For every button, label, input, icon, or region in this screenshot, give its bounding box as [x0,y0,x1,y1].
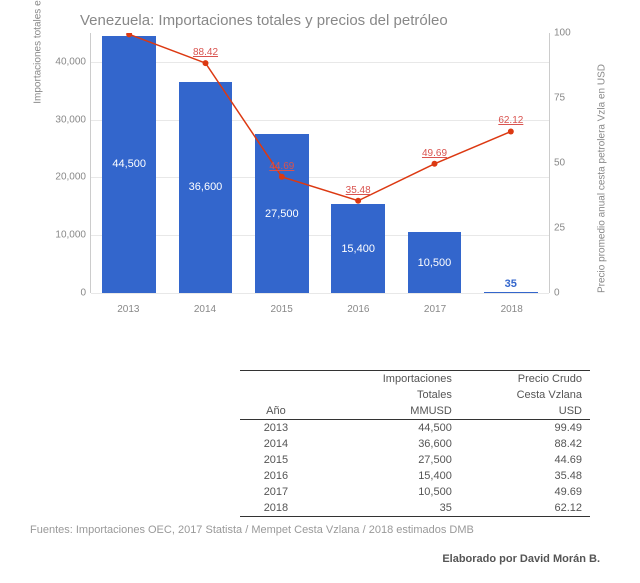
table-header-cell: USD [460,403,590,420]
bar: 15,400 [331,204,384,293]
bar-value-label: 10,500 [418,257,452,269]
table-cell: 35 [324,500,460,517]
bar-value-label: 27,500 [265,208,299,220]
table-cell: 88.42 [460,436,590,452]
table-row: 201344,50099.49 [240,420,590,437]
x-tick-label: 2013 [90,304,167,315]
table-cell: 15,400 [324,468,460,484]
table-cell: 2018 [240,500,324,517]
y-left-tick-label: 30,000 [46,114,86,125]
table-cell: 2016 [240,468,324,484]
line-value-label: 62.12 [498,115,523,126]
table-row: 201527,50044.69 [240,452,590,468]
bar-value-label: 35 [505,278,517,290]
table-cell: 2017 [240,484,324,500]
table-header-cell: Año [240,403,324,420]
bar: 44,500 [102,36,155,293]
table-header-cell: Totales [324,387,460,403]
table-cell: 2014 [240,436,324,452]
credit-text: Elaborado por David Morán B. [442,553,600,565]
table-header-cell: Cesta Vzlana [460,387,590,403]
line-value-label: 49.69 [422,148,447,159]
table-header-row: Año MMUSD USD [240,403,590,420]
bar-value-label: 44,500 [112,158,146,170]
line-value-label: 44.69 [269,161,294,172]
y-right-tick-label: 75 [554,93,579,104]
x-tick-label: 2018 [473,304,550,315]
y-right-tick-label: 25 [554,223,579,234]
table-header-cell [240,387,324,403]
sources-text: Fuentes: Importaciones OEC, 2017 Statist… [30,524,474,536]
x-tick-label: 2017 [397,304,474,315]
table-cell: 44.69 [460,452,590,468]
table-row: 20183562.12 [240,500,590,517]
data-table: Importaciones Precio Crudo Totales Cesta… [240,370,590,517]
bar: 27,500 [255,134,308,293]
plot: 010,00020,00030,00040,000025507510044,50… [90,33,550,293]
table-cell: 44,500 [324,420,460,437]
table-cell: 2013 [240,420,324,437]
y-right-tick-label: 50 [554,158,579,169]
line-value-label: 35.48 [346,185,371,196]
table-cell: 62.12 [460,500,590,517]
table-row: 201615,40035.48 [240,468,590,484]
table-header-row: Importaciones Precio Crudo [240,371,590,388]
table-header-cell [240,371,324,388]
table-cell: 10,500 [324,484,460,500]
table-cell: 2015 [240,452,324,468]
table-header-row: Totales Cesta Vzlana [240,387,590,403]
table-cell: 49.69 [460,484,590,500]
bar-value-label: 36,600 [189,181,223,193]
plot-wrap: Importaciones totales en MMUSD Precio pr… [90,33,550,313]
chart-area: Venezuela: Importaciones totales y preci… [30,12,610,342]
table-header-cell: Importaciones [324,371,460,388]
y-left-axis-label: Importaciones totales en MMUSD [33,0,44,104]
y-right-tick-label: 0 [554,288,579,299]
x-tick-label: 2015 [243,304,320,315]
y-right-axis-label: Precio promedio anual cesta petrolera Vz… [597,64,608,293]
table-cell: 27,500 [324,452,460,468]
y-left-tick-label: 10,000 [46,230,86,241]
table-row: 201436,60088.42 [240,436,590,452]
table-cell: 36,600 [324,436,460,452]
y-left-tick-label: 40,000 [46,56,86,67]
table-row: 201710,50049.69 [240,484,590,500]
table-header-cell: MMUSD [324,403,460,420]
bar-value-label: 15,400 [341,243,375,255]
table-header-cell: Precio Crudo [460,371,590,388]
y-right-tick-label: 100 [554,28,579,39]
bar: 10,500 [408,232,461,293]
bar: 36,600 [179,82,232,293]
x-tick-label: 2014 [167,304,244,315]
line-value-label: 88.42 [193,47,218,58]
x-axis-ticks: 201320142015201620172018 [90,304,550,315]
x-tick-label: 2016 [320,304,397,315]
chart-title: Venezuela: Importaciones totales y preci… [80,12,610,29]
y-left-tick-label: 20,000 [46,172,86,183]
table-cell: 99.49 [460,420,590,437]
bar: 35 [484,292,537,293]
table-cell: 35.48 [460,468,590,484]
y-left-tick-label: 0 [46,288,86,299]
